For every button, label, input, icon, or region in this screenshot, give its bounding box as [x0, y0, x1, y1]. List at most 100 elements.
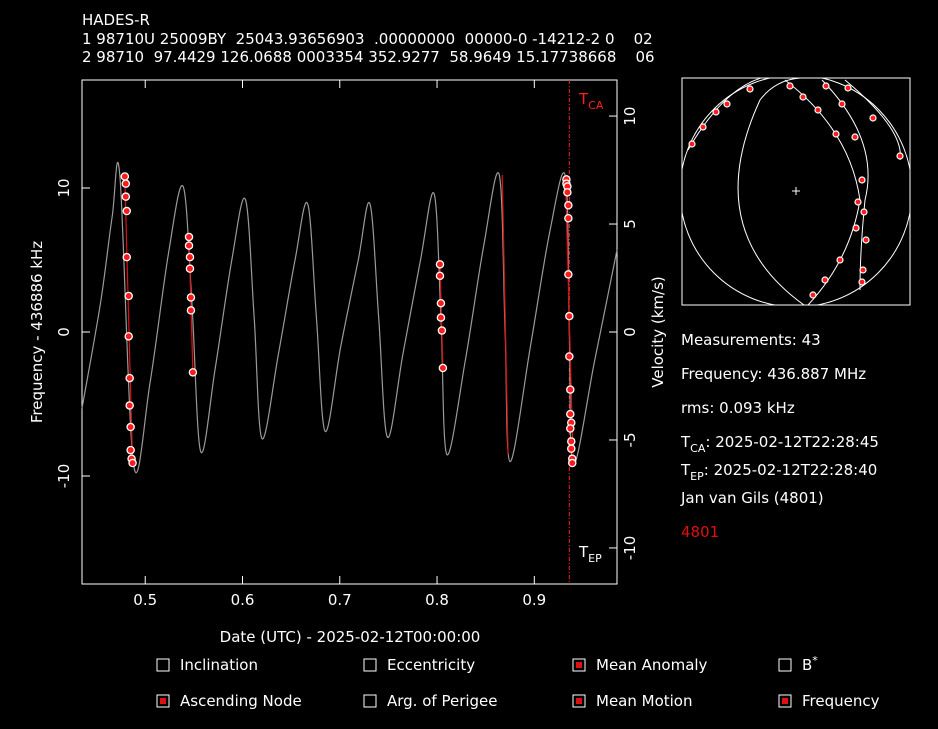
- checkbox[interactable]: Mean Motion: [572, 692, 693, 710]
- y2-axis-label: Velocity (km/s): [649, 276, 667, 387]
- measurement: [120, 172, 130, 181]
- sky-dot: [860, 208, 868, 216]
- checkbox[interactable]: Arg. of Perigee: [363, 692, 498, 710]
- checkbox[interactable]: Eccentricity: [363, 656, 475, 674]
- checkbox-box[interactable]: [778, 658, 792, 672]
- checkbox-box[interactable]: [156, 658, 170, 672]
- measurement: [564, 201, 573, 210]
- checkbox-mark: [576, 662, 582, 668]
- checkbox[interactable]: B*: [778, 654, 818, 674]
- measurement: [437, 326, 447, 335]
- checkbox-label[interactable]: Eccentricity: [387, 656, 475, 674]
- checkbox[interactable]: Inclination: [156, 656, 258, 674]
- label-text: B: [802, 656, 812, 674]
- x-tick-label: 0.7: [328, 591, 352, 609]
- track: [821, 79, 869, 291]
- sky-dot: [786, 82, 794, 90]
- label-text: Frequency: [802, 692, 880, 710]
- measurement: [128, 458, 137, 468]
- sky-dot: [836, 256, 844, 264]
- checkbox-mark: [160, 698, 166, 704]
- symbol: T: [680, 461, 691, 479]
- y2-tick-label: 10: [621, 107, 639, 126]
- measurement: [125, 373, 134, 383]
- x-tick-label: 0.6: [231, 591, 255, 609]
- sky-dot: [896, 152, 904, 160]
- info-text: TEP: 2025-02-12T22:28:40: [680, 461, 877, 483]
- y-tick-label: 0: [55, 327, 73, 337]
- label-text: Mean Anomaly: [596, 656, 708, 674]
- x-tick-label: 0.5: [133, 591, 157, 609]
- measurement: [564, 213, 573, 223]
- measurement: [124, 291, 133, 301]
- measurement: [121, 192, 131, 201]
- y-tick-label: 10: [55, 178, 73, 197]
- measurement: [566, 385, 575, 394]
- checkbox-box[interactable]: [363, 658, 377, 672]
- subscript: EP: [690, 470, 704, 483]
- tca-label: TCA: [578, 90, 604, 112]
- header-line: 2 98710 97.4429 126.0688 0003354 352.927…: [82, 48, 655, 66]
- sky-dot: [844, 84, 852, 92]
- label-text: Eccentricity: [387, 656, 475, 674]
- checkbox[interactable]: Mean Anomaly: [572, 656, 708, 674]
- sky-dot: [858, 176, 866, 184]
- sky-plot: [681, 77, 911, 306]
- sky-arc: [687, 78, 805, 305]
- subscript: CA: [588, 99, 604, 112]
- sky-dot: [869, 114, 877, 122]
- sky-dot: [854, 198, 862, 206]
- measurement: [122, 206, 131, 216]
- measurement: [565, 311, 574, 321]
- x-tick-label: 0.8: [425, 591, 449, 609]
- sky-dot: [851, 133, 859, 141]
- y2-tick-label: -5: [621, 432, 639, 447]
- info-text: 4801: [681, 523, 719, 541]
- checkbox-label[interactable]: Arg. of Perigee: [387, 692, 498, 710]
- measurement: [184, 232, 194, 242]
- measurement: [188, 368, 198, 377]
- measurement: [564, 270, 573, 279]
- checkbox-label[interactable]: B*: [802, 654, 818, 674]
- x-tick-label: 0.9: [522, 591, 546, 609]
- measurement: [568, 458, 577, 468]
- measurement: [566, 424, 575, 433]
- symbol: T: [578, 543, 589, 561]
- measurement: [438, 363, 448, 373]
- measurement: [567, 444, 576, 453]
- checkbox-label[interactable]: Inclination: [180, 656, 258, 674]
- sky-dot: [746, 85, 754, 93]
- sky-dot: [699, 123, 707, 131]
- sky-dot: [862, 236, 870, 244]
- checkbox-mark: [576, 698, 582, 704]
- y2-tick-label: 5: [621, 219, 639, 229]
- checkbox-label[interactable]: Ascending Node: [180, 692, 302, 710]
- checkbox-label[interactable]: Mean Motion: [596, 692, 693, 710]
- checkbox[interactable]: Ascending Node: [156, 692, 302, 710]
- label-text: Inclination: [180, 656, 258, 674]
- subscript: CA: [690, 442, 706, 455]
- checkbox-label[interactable]: Frequency: [802, 692, 880, 710]
- measurement: [126, 422, 135, 432]
- info-text: Jan van Gils (4801): [680, 489, 824, 507]
- symbol: T: [578, 90, 589, 108]
- measurement: [566, 409, 575, 419]
- x-axis-label: Date (UTC) - 2025-02-12T00:00:00: [220, 628, 481, 646]
- sky-dot: [712, 108, 720, 116]
- y-axis-label: Frequency - 436886 kHz: [28, 241, 46, 423]
- checkbox[interactable]: Frequency: [778, 692, 880, 710]
- measurement: [436, 298, 446, 308]
- checkbox-label[interactable]: Mean Anomaly: [596, 656, 708, 674]
- info-value: : 2025-02-12T22:28:40: [704, 461, 878, 479]
- sky-dot: [822, 82, 830, 90]
- info-text: Measurements: 43: [681, 331, 821, 349]
- sky-dot: [838, 100, 846, 108]
- superscript: *: [812, 654, 818, 667]
- sky-dot: [799, 93, 807, 101]
- symbol: T: [680, 433, 691, 451]
- checkbox-box[interactable]: [363, 694, 377, 708]
- header-line: HADES-R: [82, 11, 150, 29]
- y2-tick-label: -10: [621, 536, 639, 561]
